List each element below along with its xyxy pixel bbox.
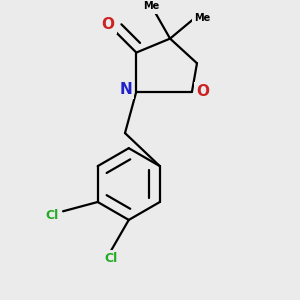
Text: N: N xyxy=(120,82,132,97)
Text: Me: Me xyxy=(194,13,210,23)
Text: Me: Me xyxy=(143,2,159,11)
Text: O: O xyxy=(101,17,115,32)
Text: Cl: Cl xyxy=(104,252,118,265)
Text: O: O xyxy=(196,84,209,99)
Text: Cl: Cl xyxy=(45,208,58,222)
